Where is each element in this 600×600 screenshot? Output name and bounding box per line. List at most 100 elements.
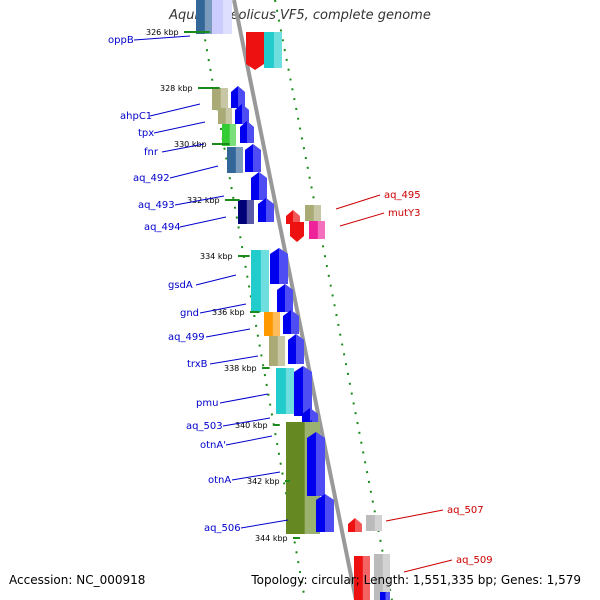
gene-label[interactable]: pmu <box>196 398 218 409</box>
gene-arrow <box>246 32 264 70</box>
gene-label[interactable]: otnA <box>208 475 231 486</box>
gene-arrow-highlight <box>325 494 334 532</box>
gene-block-highlight <box>272 312 280 336</box>
gene-label[interactable]: aq_494 <box>144 222 181 233</box>
gene-block-highlight <box>317 221 325 239</box>
gene-block-highlight <box>246 200 254 224</box>
gene-block <box>305 205 321 221</box>
gene-block <box>222 124 236 146</box>
gene-label[interactable]: fnr <box>144 147 159 158</box>
gene-label[interactable]: aq_499 <box>168 332 205 343</box>
leader-line <box>199 303 247 314</box>
gene-arrow-highlight <box>253 144 261 172</box>
tick-label: 340 kbp <box>235 421 268 430</box>
leader-line <box>205 328 251 338</box>
gene-block <box>309 221 325 239</box>
gene-block <box>212 88 228 110</box>
gene-block <box>227 147 243 173</box>
gene-block-highlight <box>204 0 212 34</box>
tick-label: 336 kbp <box>212 308 245 317</box>
gene-block <box>269 336 285 366</box>
gene-arrow-highlight <box>316 432 325 496</box>
gene-label[interactable]: gnd <box>180 308 199 319</box>
gene-arrow-highlight <box>247 121 254 143</box>
gene-arrow <box>270 248 288 284</box>
gene-block <box>238 200 254 224</box>
tick-label: 338 kbp <box>224 364 257 373</box>
topology-text: Topology: circular; Length: 1,551,335 bp… <box>251 573 581 587</box>
gene-arrow-highlight <box>285 284 293 312</box>
gene-arrow <box>302 408 318 422</box>
tick-label: 344 kbp <box>255 534 288 543</box>
leader-line <box>179 216 227 228</box>
leader-line <box>222 417 271 427</box>
gene-arrow <box>258 198 274 222</box>
gene-label[interactable]: gsdA <box>168 280 193 291</box>
gene-label[interactable]: tpx <box>138 128 154 139</box>
leader-line <box>403 559 453 573</box>
gene-arrow <box>240 121 254 143</box>
gene-label[interactable]: aq_495 <box>384 190 421 201</box>
gene-block-highlight <box>260 250 269 312</box>
tick-label: 328 kbp <box>160 84 193 93</box>
gene-label[interactable]: oppB <box>108 35 134 46</box>
gene-block-highlight <box>382 554 390 600</box>
leader-line <box>385 509 444 522</box>
gene-label[interactable]: aq_507 <box>447 505 484 516</box>
gene-block-highlight <box>225 108 232 124</box>
leader-line <box>219 393 269 404</box>
gene-arrow <box>277 284 293 312</box>
gene-arrow <box>288 334 304 364</box>
leader-line <box>231 471 281 481</box>
gene-block <box>366 515 382 531</box>
gene-arrow-highlight <box>291 310 299 334</box>
gene-arrow <box>307 432 325 496</box>
leader-line <box>209 355 259 365</box>
gene-label[interactable]: aq_492 <box>133 173 170 184</box>
gene-arrow <box>294 366 312 416</box>
leader-line <box>195 274 237 286</box>
gene-label[interactable]: mutY3 <box>388 208 420 219</box>
gene-block <box>212 0 232 34</box>
gene-block <box>264 312 280 336</box>
gene-arrow-highlight <box>259 172 267 200</box>
gene-arrow <box>290 222 304 242</box>
tick-label: 342 kbp <box>247 477 280 486</box>
gene-arrow <box>283 310 299 334</box>
gene-block-highlight <box>223 0 232 34</box>
gene-label[interactable]: aq_493 <box>138 200 175 211</box>
gene-arrow <box>231 86 245 108</box>
gene-block-highlight <box>273 32 282 68</box>
gene-arrow <box>316 494 334 532</box>
gene-block <box>264 32 282 68</box>
leader-line <box>240 519 289 529</box>
tick-label: 326 kbp <box>146 28 179 37</box>
gene-arrow-highlight <box>238 86 245 108</box>
tick-label: 330 kbp <box>174 140 207 149</box>
leader-line <box>339 212 385 227</box>
leader-line <box>161 143 205 153</box>
leader-line <box>133 35 191 41</box>
leader-line <box>153 121 206 134</box>
gene-label[interactable]: aq_506 <box>204 523 241 534</box>
gene-label[interactable]: trxB <box>187 359 208 370</box>
tick-label: 332 kbp <box>187 196 220 205</box>
gene-label[interactable]: aq_503 <box>186 421 223 432</box>
leader-line <box>169 165 219 179</box>
gene-block-highlight <box>385 592 390 600</box>
gene-block-highlight <box>235 147 243 173</box>
gene-block-highlight <box>285 368 294 414</box>
gene-arrow-highlight <box>303 366 312 416</box>
gene-block <box>251 250 269 312</box>
gene-label[interactable]: aq_509 <box>456 555 493 566</box>
gene-label[interactable]: ahpC1 <box>120 111 152 122</box>
leader-line <box>225 435 273 446</box>
gene-label[interactable]: otnA' <box>200 440 226 451</box>
leader-line <box>335 194 381 210</box>
gene-block-highlight <box>374 515 382 531</box>
tick-label: 334 kbp <box>200 252 233 261</box>
gene-block <box>276 368 294 414</box>
gene-arrow-highlight <box>279 248 288 284</box>
leader-line <box>149 103 201 117</box>
